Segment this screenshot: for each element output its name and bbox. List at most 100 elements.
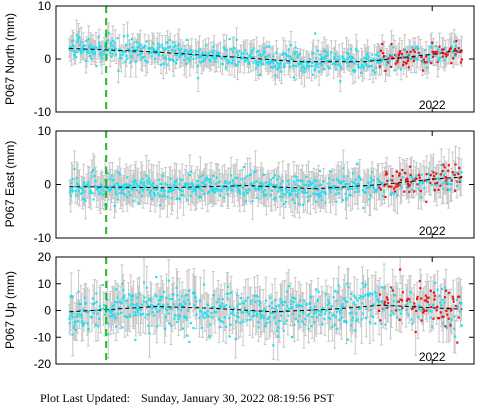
- up-data-point: [162, 304, 164, 306]
- east-data-point: [202, 182, 204, 184]
- east-recent-point: [384, 196, 386, 198]
- east-data-point: [220, 190, 222, 192]
- up-data-point: [268, 305, 270, 307]
- north-data-point: [327, 54, 329, 56]
- north-data-point: [348, 65, 350, 67]
- up-data-point: [136, 303, 138, 305]
- north-recent-point: [444, 53, 446, 55]
- east-data-point: [195, 190, 197, 192]
- east-recent-point: [419, 177, 421, 179]
- north-data-point: [209, 61, 211, 63]
- north-data-point: [251, 50, 253, 52]
- east-data-point: [82, 183, 84, 185]
- east-data-point: [263, 193, 265, 195]
- east-recent-point: [443, 164, 445, 166]
- up-data-point: [69, 322, 71, 324]
- north-data-point: [213, 45, 215, 47]
- east-data-point: [245, 189, 247, 191]
- east-data-point: [244, 177, 246, 179]
- up-data-point: [246, 311, 248, 313]
- up-data-point: [80, 303, 82, 305]
- up-data-point: [245, 300, 247, 302]
- east-data-point: [376, 189, 378, 191]
- up-data-point: [262, 310, 264, 312]
- east-recent-point: [454, 174, 456, 176]
- north-recent-point: [447, 53, 449, 55]
- east-data-point: [315, 201, 317, 203]
- north-data-point: [444, 47, 446, 49]
- east-data-point: [249, 174, 251, 176]
- up-data-point: [147, 325, 149, 327]
- east-data-point: [338, 192, 340, 194]
- east-data-point: [298, 189, 300, 191]
- up-data-point: [155, 307, 157, 309]
- north-data-point: [111, 53, 113, 55]
- east-recent-point: [445, 176, 447, 178]
- east-data-point: [383, 191, 385, 193]
- east-data-point: [236, 177, 238, 179]
- east-data-point: [357, 188, 359, 190]
- east-data-point: [192, 190, 194, 192]
- north-data-point: [198, 48, 200, 50]
- north-data-point: [352, 57, 354, 59]
- up-data-point: [237, 312, 239, 314]
- north-data-point: [125, 44, 127, 46]
- east-data-point: [166, 184, 168, 186]
- east-data-point: [304, 189, 306, 191]
- east-data-point: [192, 184, 194, 186]
- east-data-point: [421, 174, 423, 176]
- north-data-point: [357, 63, 359, 65]
- east-recent-point: [418, 174, 420, 176]
- east-data-point: [102, 186, 104, 188]
- north-data-point: [439, 57, 441, 59]
- east-data-point: [274, 174, 276, 176]
- east-data-point: [239, 190, 241, 192]
- east-data-point: [77, 184, 79, 186]
- east-data-point: [268, 187, 270, 189]
- north-data-point: [279, 62, 281, 64]
- east-data-point: [112, 179, 114, 181]
- up-data-point: [137, 311, 139, 313]
- north-data-point: [377, 55, 379, 57]
- up-data-point: [123, 295, 125, 297]
- north-data-point: [201, 52, 203, 54]
- east-data-point: [215, 183, 217, 185]
- east-data-point: [313, 179, 315, 181]
- east-data-point: [113, 183, 115, 185]
- north-data-point: [131, 46, 133, 48]
- up-data-point: [94, 309, 96, 311]
- up-data-point: [257, 326, 259, 328]
- north-data-point: [317, 66, 319, 68]
- east-data-point: [126, 176, 128, 178]
- north-data-point: [110, 55, 112, 57]
- up-data-point: [209, 324, 211, 326]
- up-data-point: [227, 286, 229, 288]
- east-data-point: [140, 181, 142, 183]
- east-data-point: [270, 183, 272, 185]
- up-data-point: [215, 311, 217, 313]
- north-recent-point: [408, 66, 410, 68]
- east-recent-point: [394, 186, 396, 188]
- north-recent-point: [454, 53, 456, 55]
- north-data-point: [148, 52, 150, 54]
- east-data-point: [189, 174, 191, 176]
- east-data-point: [84, 200, 86, 202]
- north-data-point: [84, 45, 86, 47]
- east-recent-point: [399, 172, 401, 174]
- north-data-point: [438, 60, 440, 62]
- east-data-point: [339, 188, 341, 190]
- up-data-point: [73, 325, 75, 327]
- north-data-point: [131, 38, 133, 40]
- north-data-point: [260, 60, 262, 62]
- east-recent-point: [451, 179, 453, 181]
- north-data-point: [186, 39, 188, 41]
- north-data-point: [303, 71, 305, 73]
- up-data-point: [252, 311, 254, 313]
- north-data-point: [172, 41, 174, 43]
- east-data-point: [301, 180, 303, 182]
- north-recent-point: [403, 61, 405, 63]
- north-data-point: [108, 47, 110, 49]
- north-data-point: [222, 63, 224, 65]
- east-data-point: [87, 181, 89, 183]
- north-data-point: [228, 60, 230, 62]
